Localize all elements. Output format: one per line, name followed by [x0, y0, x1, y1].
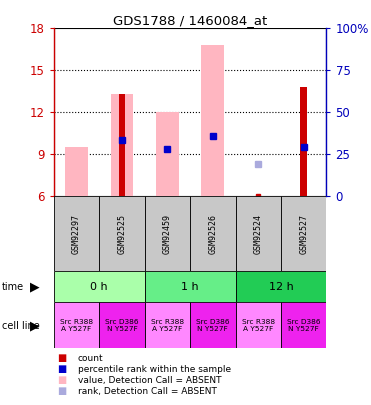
Text: rank, Detection Call = ABSENT: rank, Detection Call = ABSENT: [78, 387, 217, 396]
Bar: [190, 196, 236, 271]
Bar: [190, 302, 236, 348]
Bar: [145, 302, 190, 348]
Text: Src R388
A Y527F: Src R388 A Y527F: [151, 318, 184, 332]
Bar: [236, 196, 281, 271]
Bar: [111, 94, 133, 196]
Bar: [281, 196, 326, 271]
Bar: [54, 196, 99, 271]
Text: 12 h: 12 h: [269, 281, 293, 292]
Text: GSM92459: GSM92459: [163, 214, 172, 254]
Bar: [99, 196, 145, 271]
Text: ■: ■: [58, 364, 67, 374]
Text: count: count: [78, 354, 104, 363]
Bar: [301, 87, 307, 196]
Text: ■: ■: [58, 375, 67, 385]
Bar: [156, 112, 179, 196]
Text: ▶: ▶: [30, 320, 40, 333]
Bar: [65, 147, 88, 196]
Text: GSM92526: GSM92526: [209, 214, 217, 254]
Bar: [236, 271, 326, 302]
Bar: [201, 45, 224, 196]
Bar: [145, 196, 190, 271]
Bar: [236, 302, 281, 348]
Text: GSM92525: GSM92525: [118, 214, 127, 254]
Text: 1 h: 1 h: [181, 281, 199, 292]
Title: GDS1788 / 1460084_at: GDS1788 / 1460084_at: [113, 14, 267, 27]
Text: time: time: [2, 282, 24, 292]
Bar: [119, 94, 125, 196]
Text: Src R388
A Y527F: Src R388 A Y527F: [242, 318, 275, 332]
Text: Src R388
A Y527F: Src R388 A Y527F: [60, 318, 93, 332]
Bar: [145, 271, 236, 302]
Text: GSM92524: GSM92524: [254, 214, 263, 254]
Text: Src D386
N Y527F: Src D386 N Y527F: [287, 318, 321, 332]
Bar: [281, 302, 326, 348]
Text: cell line: cell line: [2, 321, 40, 331]
Text: GSM92527: GSM92527: [299, 214, 308, 254]
Text: value, Detection Call = ABSENT: value, Detection Call = ABSENT: [78, 376, 221, 385]
Bar: [54, 302, 99, 348]
Text: 0 h: 0 h: [91, 281, 108, 292]
Text: Src D386
N Y527F: Src D386 N Y527F: [196, 318, 230, 332]
Bar: [99, 302, 145, 348]
Text: ■: ■: [58, 386, 67, 396]
Text: ▶: ▶: [30, 280, 40, 293]
Text: GSM92297: GSM92297: [72, 214, 81, 254]
Text: percentile rank within the sample: percentile rank within the sample: [78, 365, 231, 374]
Text: Src D386
N Y527F: Src D386 N Y527F: [105, 318, 139, 332]
Text: ■: ■: [58, 354, 67, 363]
Bar: [54, 271, 145, 302]
